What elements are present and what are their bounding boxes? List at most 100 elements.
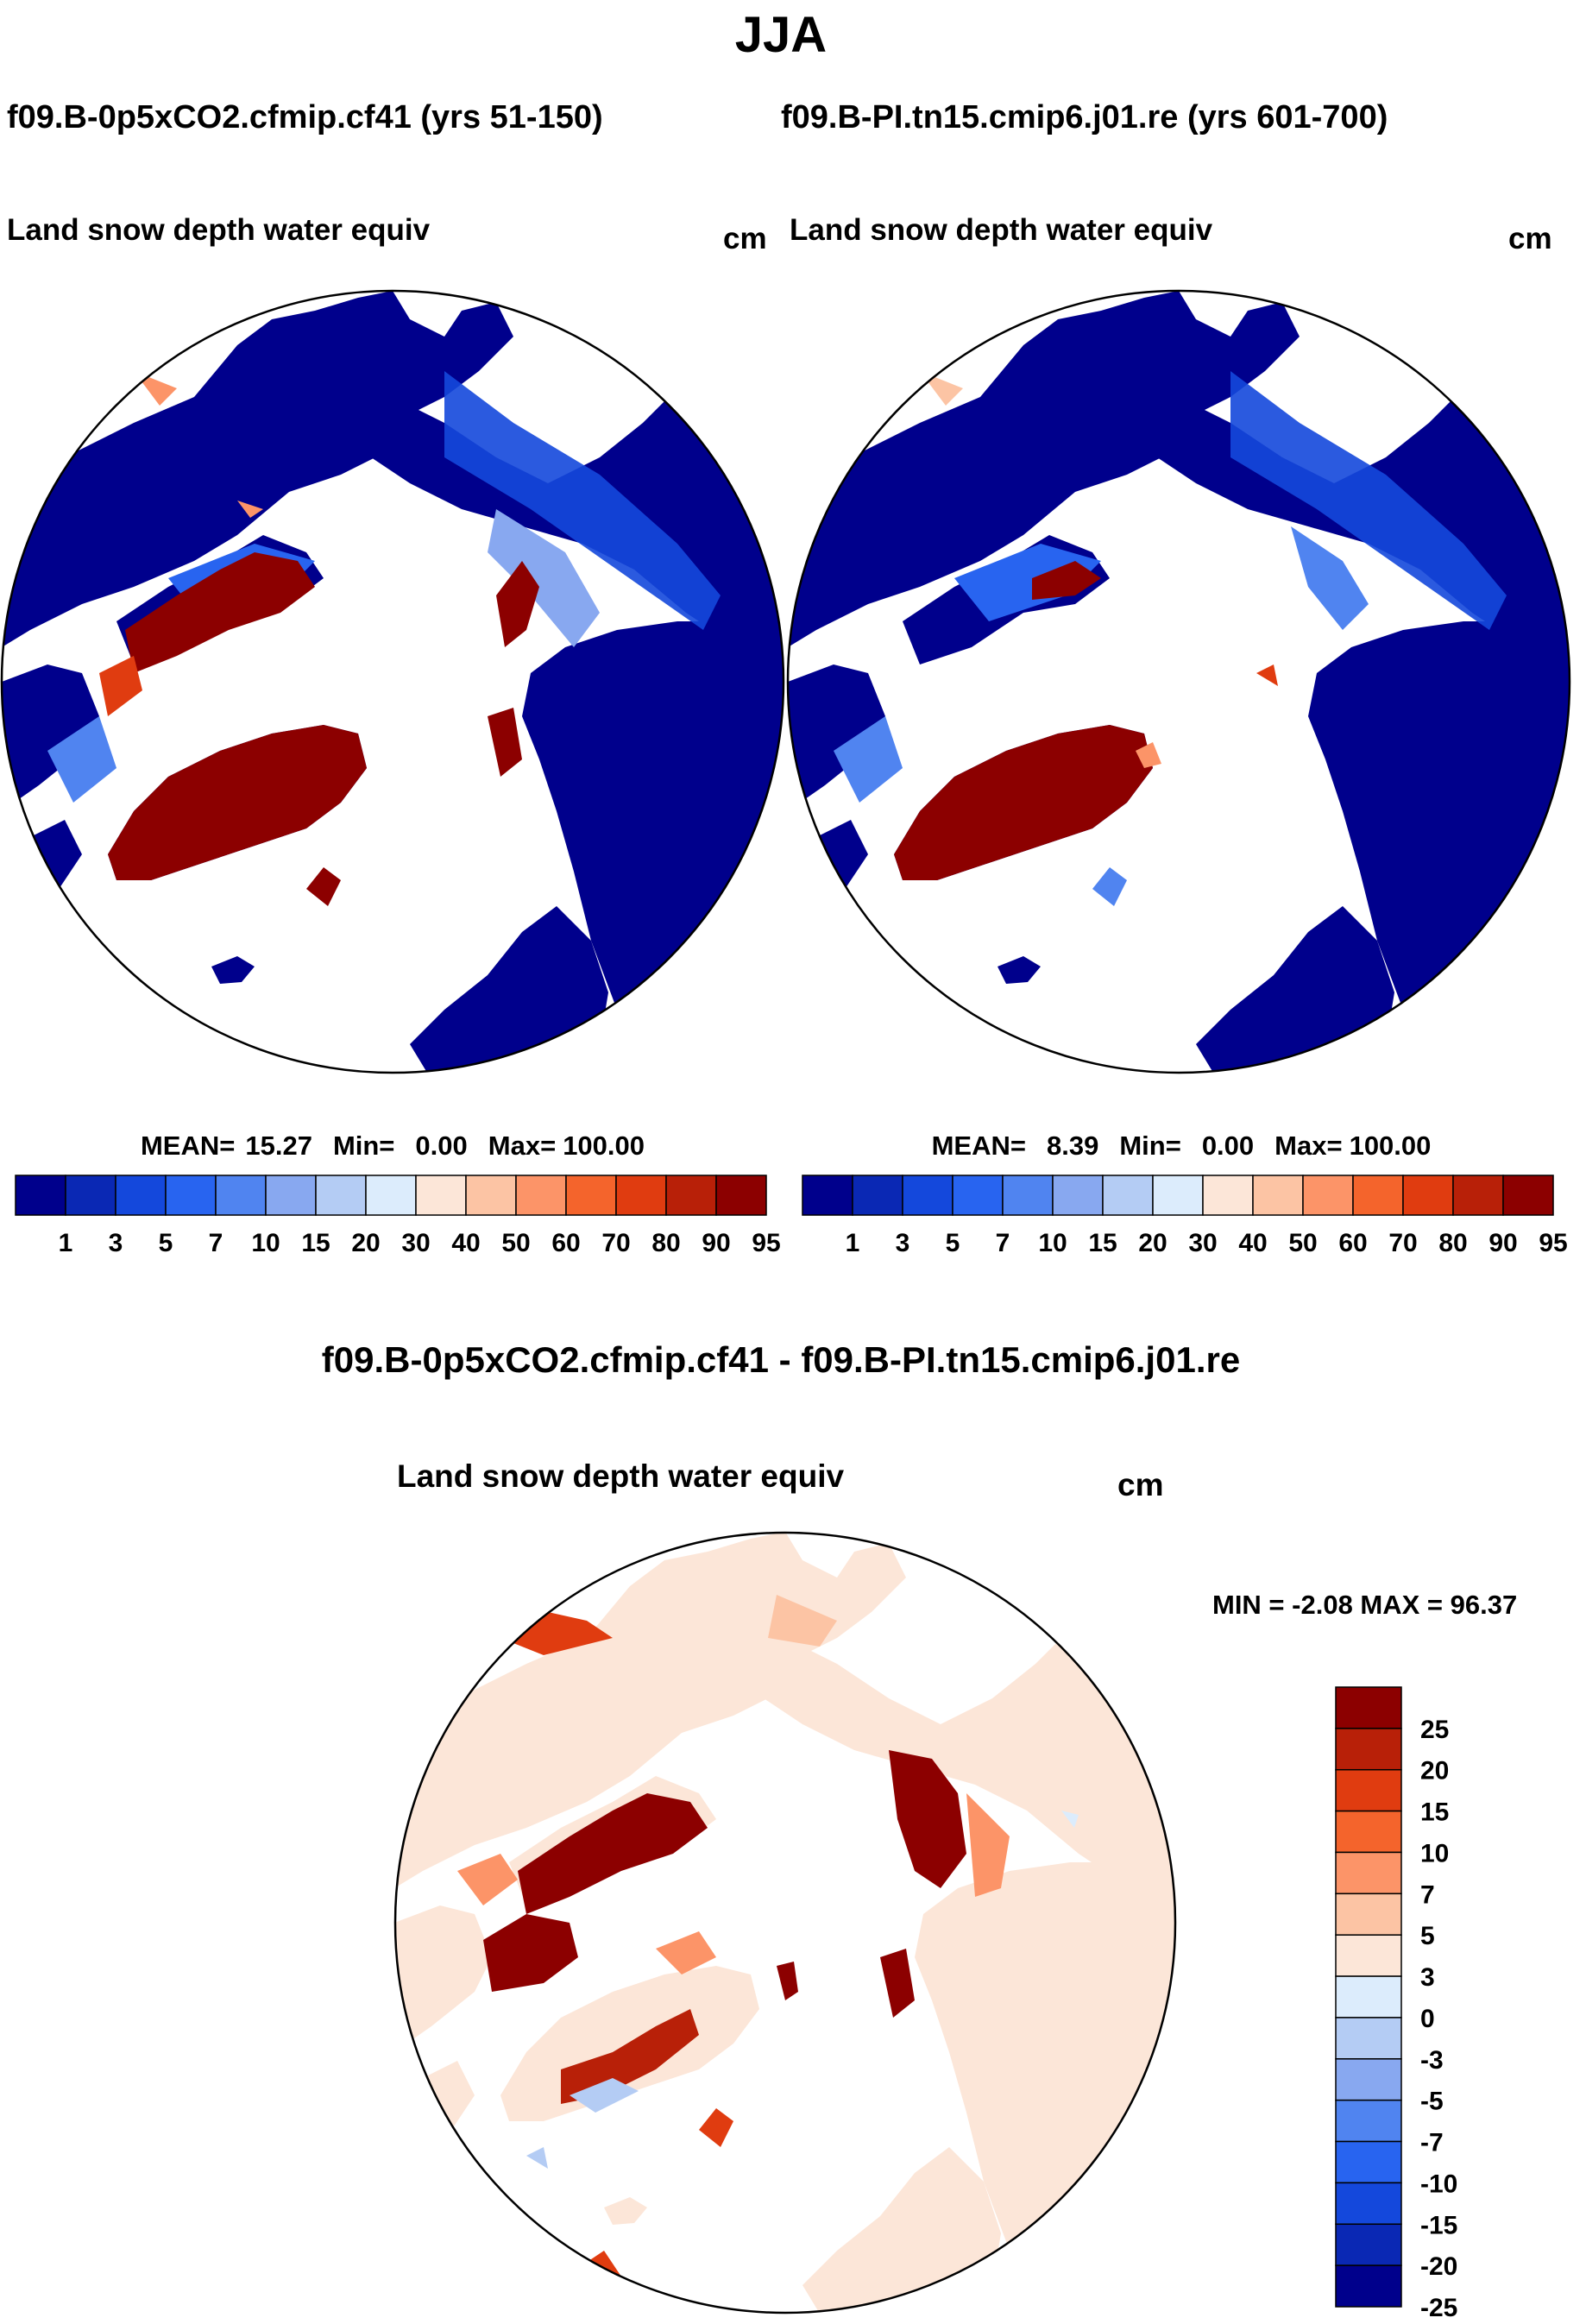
diff-colorbar-tick-label: -20 — [1420, 2252, 1457, 2281]
left-colorbar-swatch — [415, 1175, 467, 1216]
diff-colorbar-tick-label: 3 — [1420, 1963, 1435, 1992]
left-colorbar-tick-label: 5 — [159, 1229, 173, 1257]
diff-colorbar-swatch — [1335, 1768, 1402, 1812]
diff-colorbar: 25 20 15 10 7 5 3 0 -3 -5 -7 -10 -15 -20 -25 — [1335, 1686, 1457, 2322]
right-colorbar-tick-label: 80 — [1438, 1229, 1467, 1257]
diff-colorbar-tick-label: -7 — [1420, 2129, 1444, 2157]
left-colorbar-swatch — [265, 1175, 317, 1216]
diff-variable-label: Land snow depth water equiv — [397, 1458, 844, 1494]
left-colorbar-swatch — [365, 1175, 417, 1216]
diff-colorbar-swatch — [1335, 1851, 1402, 1895]
left-greenland-high — [108, 725, 367, 880]
right-archipelago-high — [1032, 561, 1101, 600]
right-colorbar-swatch — [1352, 1175, 1404, 1216]
diff-colorbar-tick-label: -3 — [1420, 2046, 1444, 2075]
left-colorbar-swatch — [165, 1175, 217, 1216]
left-novaya-zemlya-high — [496, 561, 539, 647]
right-variable-label: Land snow depth water equiv — [790, 213, 1213, 247]
diff-colorbar-swatch — [1335, 2017, 1402, 2060]
right-colorbar-swatch — [1402, 1175, 1454, 1216]
right-colorbar-swatch — [1302, 1175, 1354, 1216]
left-colorbar-tick-label: 95 — [752, 1229, 780, 1257]
left-colorbar-swatch — [65, 1175, 116, 1216]
left-colorbar-swatch — [465, 1175, 517, 1216]
left-case-label: f09.B-0p5xCO2.cfmip.cf41 (yrs 51-150) — [7, 99, 603, 135]
diff-colorbar-tick-label: 5 — [1420, 1922, 1435, 1950]
right-colorbar-swatch — [1502, 1175, 1554, 1216]
right-colorbar-swatch — [952, 1175, 1004, 1216]
diff-colorbar-swatch — [1335, 2099, 1402, 2143]
diff-colorbar-tick-label: 0 — [1420, 2005, 1435, 2033]
left-colorbar-tick-label: 10 — [251, 1229, 280, 1257]
diff-title: f09.B-0p5xCO2.cfmip.cf41 - f09.B-PI.tn15… — [322, 1339, 1240, 1380]
right-colorbar-tick-label: 10 — [1038, 1229, 1067, 1257]
diff-colorbar-swatch — [1335, 1934, 1402, 1977]
diff-minmax: MIN = -2.08 MAX = 96.37 — [1212, 1590, 1517, 1620]
right-stats: MEAN= 8.39 Min= 0.00 Max= 100.00 — [932, 1131, 1432, 1161]
right-colorbar-tick-label: 60 — [1338, 1229, 1367, 1257]
right-colorbar-swatch — [1002, 1175, 1054, 1216]
right-colorbar-tick-label: 15 — [1088, 1229, 1117, 1257]
diff-colorbar-tick-label: -15 — [1420, 2211, 1457, 2239]
diff-archipelago-high — [518, 1793, 708, 1914]
diff-colorbar-swatch — [1335, 2182, 1402, 2226]
diff-colorbar-swatch — [1335, 2058, 1402, 2101]
diff-colorbar-tick-label: -10 — [1420, 2170, 1457, 2198]
diff-colorbar-swatch — [1335, 1893, 1402, 1936]
left-colorbar-swatch — [565, 1175, 617, 1216]
diff-polar-map — [393, 1531, 1177, 2315]
left-colorbar-swatch — [715, 1175, 767, 1216]
right-colorbar-swatch — [1102, 1175, 1154, 1216]
left-map-border — [0, 289, 785, 1074]
diff-colorbar-swatch — [1335, 1686, 1402, 1729]
diff-colorbar-tick-label: 10 — [1420, 1839, 1449, 1867]
right-colorbar-tick-label: 20 — [1138, 1229, 1167, 1257]
left-colorbar-tick-label: 30 — [401, 1229, 430, 1257]
right-colorbar-swatch — [852, 1175, 903, 1216]
left-colorbar-tick-label: 40 — [451, 1229, 480, 1257]
diff-units-label: cm — [1117, 1467, 1163, 1502]
right-colorbar: 1 3 5 7 10 15 20 30 40 50 60 70 80 90 95 — [802, 1175, 1568, 1257]
left-colorbar-swatch — [215, 1175, 267, 1216]
diff-colorbar-swatch — [1335, 2223, 1402, 2266]
right-colorbar-tick-label: 3 — [896, 1229, 910, 1257]
diff-colorbar-tick-label: -5 — [1420, 2088, 1444, 2116]
right-colorbar-tick-label: 5 — [946, 1229, 960, 1257]
season-title: JJA — [735, 7, 827, 63]
left-colorbar-swatch — [615, 1175, 667, 1216]
left-colorbar-tick-label: 50 — [501, 1229, 530, 1257]
left-colorbar-tick-label: 15 — [301, 1229, 330, 1257]
diff-colorbar-tick-label: 25 — [1420, 1716, 1449, 1744]
left-colorbar-tick-label: 70 — [601, 1229, 630, 1257]
left-colorbar-tick-label: 7 — [209, 1229, 223, 1257]
left-colorbar-tick-label: 20 — [351, 1229, 380, 1257]
right-colorbar-swatch — [902, 1175, 953, 1216]
left-archipelago-high — [125, 552, 315, 673]
right-units-label: cm — [1508, 222, 1552, 255]
right-colorbar-tick-label: 95 — [1539, 1229, 1567, 1257]
right-colorbar-tick-label: 90 — [1488, 1229, 1517, 1257]
left-colorbar-swatch — [15, 1175, 66, 1216]
right-colorbar-tick-label: 30 — [1188, 1229, 1217, 1257]
right-case-label: f09.B-PI.tn15.cmip6.j01.re (yrs 601-700) — [781, 99, 1388, 135]
diff-colorbar-tick-label: 7 — [1420, 1880, 1435, 1909]
diff-colorbar-swatch — [1335, 2264, 1402, 2308]
left-stats: MEAN= 15.27 Min= 0.00 Max= 100.00 — [141, 1131, 645, 1161]
right-colorbar-swatch — [1252, 1175, 1304, 1216]
diff-colorbar-swatch — [1335, 1975, 1402, 2019]
right-colorbar-swatch — [1152, 1175, 1204, 1216]
diff-novaya-zemlya-high — [889, 1750, 966, 1888]
diff-colorbar-tick-label: 20 — [1420, 1757, 1449, 1786]
right-colorbar-swatch — [802, 1175, 853, 1216]
right-map-border — [786, 289, 1571, 1074]
right-greenland-high — [894, 725, 1153, 880]
left-colorbar-tick-label: 3 — [109, 1229, 123, 1257]
right-colorbar-swatch — [1052, 1175, 1104, 1216]
diff-colorbar-swatch — [1335, 1810, 1402, 1854]
right-colorbar-tick-label: 70 — [1388, 1229, 1417, 1257]
left-colorbar-tick-label: 1 — [59, 1229, 73, 1257]
left-colorbar-swatch — [115, 1175, 167, 1216]
left-units-label: cm — [723, 222, 767, 255]
right-colorbar-tick-label: 50 — [1288, 1229, 1317, 1257]
